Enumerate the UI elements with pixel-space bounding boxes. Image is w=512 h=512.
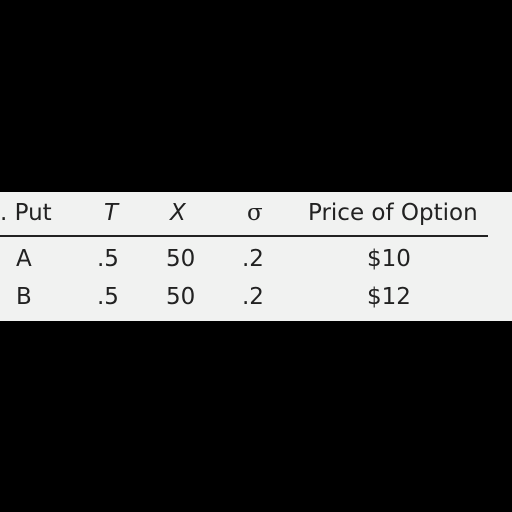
row-a-t: .5 [97,246,119,272]
header-t: T [104,200,119,226]
row-a-price: $10 [367,246,411,272]
row-b-x: 50 [166,284,196,310]
header-x: X [170,200,186,226]
header-rule [0,235,488,237]
row-b-t: .5 [97,284,119,310]
row-b-put: B [16,284,32,310]
header-put: . Put [0,200,52,226]
header-price-of-option: Price of Option [308,200,478,226]
row-b-price: $12 [367,284,411,310]
row-b-sigma: .2 [242,284,264,310]
header-sigma: σ [247,200,263,226]
row-a-x: 50 [166,246,196,272]
row-a-sigma: .2 [242,246,264,272]
options-table: . Put T X σ Price of Option A .5 50 .2 $… [0,192,512,321]
row-a-put: A [16,246,32,272]
